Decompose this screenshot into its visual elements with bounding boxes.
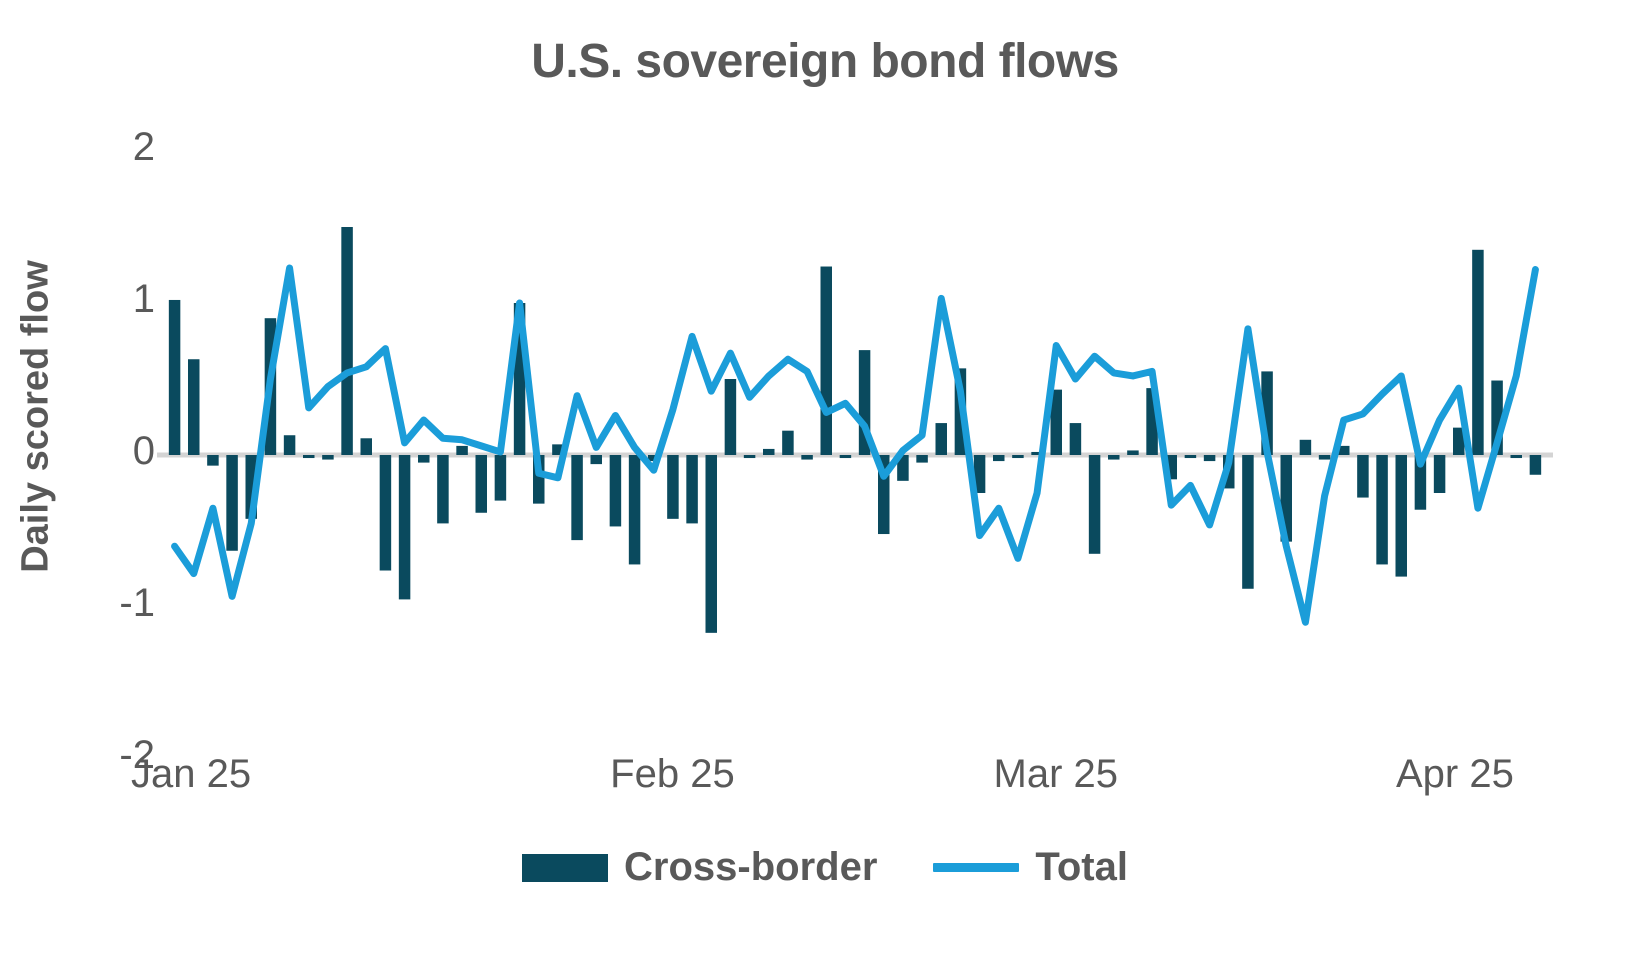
bar <box>1108 455 1120 460</box>
chart-title: U.S. sovereign bond flows <box>531 35 1119 88</box>
y-tick-label: 0 <box>132 429 155 473</box>
bar <box>207 455 219 466</box>
y-tick-label: 2 <box>132 125 155 169</box>
bar <box>1088 455 1101 554</box>
bar <box>475 455 487 513</box>
bar <box>1069 423 1082 455</box>
bar <box>1318 455 1331 460</box>
bar <box>801 455 813 460</box>
bar <box>1261 371 1273 455</box>
x-tick-label: Feb 25 <box>610 752 735 796</box>
bar <box>1280 455 1292 542</box>
legend-item-cross-border[interactable]: Cross-border <box>522 845 877 890</box>
bar <box>168 299 181 455</box>
bar <box>1433 455 1446 493</box>
chart-legend: Cross-border Total <box>0 845 1650 890</box>
bar <box>322 455 334 460</box>
y-tick-label: -2 <box>119 733 155 777</box>
bar <box>858 350 871 455</box>
bar <box>1299 439 1312 455</box>
bar <box>1376 455 1388 565</box>
bar <box>935 423 947 455</box>
bar <box>303 455 315 459</box>
bar <box>1529 455 1542 475</box>
x-tick-label: Apr 25 <box>1396 752 1514 796</box>
bar <box>609 455 622 527</box>
bar <box>437 455 449 524</box>
bar <box>782 430 794 455</box>
bar <box>398 455 411 600</box>
bar <box>916 455 928 463</box>
bar <box>1242 455 1254 589</box>
bar <box>839 455 852 459</box>
total-line-series <box>171 264 1539 626</box>
bar <box>705 455 717 633</box>
bar <box>1050 389 1062 455</box>
bar <box>1453 427 1465 455</box>
bar <box>1184 455 1197 459</box>
bar <box>1031 451 1043 455</box>
bar <box>341 227 353 455</box>
bar <box>1357 455 1369 498</box>
bar <box>533 455 545 504</box>
bar <box>1414 455 1427 510</box>
bar <box>1012 455 1024 459</box>
bar <box>648 455 660 462</box>
bar <box>494 455 507 501</box>
bar <box>724 379 737 455</box>
bar <box>897 455 909 481</box>
legend-label-total: Total <box>1035 845 1128 889</box>
x-tick-label: Mar 25 <box>993 752 1119 796</box>
bar <box>1472 249 1484 455</box>
legend-label-cross-border: Cross-border <box>624 845 878 889</box>
bar <box>820 266 832 455</box>
line-swatch-icon <box>933 863 1020 872</box>
bar <box>686 455 698 524</box>
bar <box>878 455 890 535</box>
bar <box>1338 445 1350 455</box>
bar-swatch-icon <box>522 853 609 882</box>
bar <box>1510 455 1522 459</box>
legend-item-total[interactable]: Total <box>933 845 1128 890</box>
bar <box>1203 455 1216 462</box>
bar <box>1491 380 1503 455</box>
bar <box>188 359 200 455</box>
bar <box>418 455 430 463</box>
cross-border-bars <box>168 227 1542 633</box>
bar <box>590 455 602 465</box>
bar <box>552 444 564 455</box>
bar <box>245 455 257 519</box>
bar <box>763 448 775 455</box>
bar <box>628 455 641 565</box>
bar <box>379 455 392 571</box>
y-axis-tick-labels: 2 1 0 -1 -2 <box>0 0 155 958</box>
bar <box>667 455 679 519</box>
bar <box>973 455 986 493</box>
bar <box>456 445 468 455</box>
bar <box>1127 450 1139 455</box>
x-tick-label: Jan 25 <box>131 752 252 796</box>
y-tick-label: 1 <box>132 277 155 321</box>
bar <box>571 455 583 541</box>
y-tick-label: -1 <box>119 581 155 625</box>
bar <box>1165 455 1177 480</box>
bar <box>513 303 526 455</box>
bar <box>226 455 238 551</box>
bar <box>1395 455 1407 577</box>
bar <box>283 435 296 455</box>
bar <box>1146 388 1158 455</box>
bar <box>993 455 1005 462</box>
bar <box>360 438 372 455</box>
bar <box>743 455 756 459</box>
